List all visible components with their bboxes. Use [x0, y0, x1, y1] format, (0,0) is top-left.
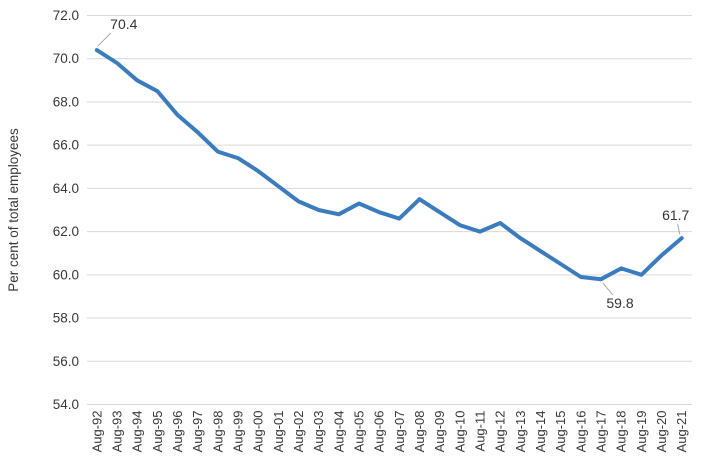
x-tick-label: Aug-09 — [432, 411, 447, 453]
x-tick-label: Aug-12 — [493, 411, 508, 453]
x-tick-label: Aug-04 — [331, 411, 346, 453]
y-tick-label: 66.0 — [53, 138, 79, 153]
annotation-leader-line — [602, 282, 614, 296]
x-tick-label: Aug-13 — [513, 411, 528, 453]
x-tick-label: Aug-20 — [654, 411, 669, 453]
x-tick-label: Aug-01 — [271, 411, 286, 453]
y-tick-label: 58.0 — [53, 311, 79, 326]
x-tick-label: Aug-16 — [573, 411, 588, 453]
data-series-line — [94, 48, 684, 282]
x-tick-label: Aug-06 — [372, 411, 387, 453]
y-tick-label: 56.0 — [53, 354, 79, 369]
x-tick-label: Aug-11 — [473, 411, 488, 452]
x-tick-label: Aug-21 — [674, 411, 689, 453]
annotation-leader-line — [97, 32, 112, 47]
x-tick-label: Aug-19 — [634, 411, 649, 453]
x-tick-label: Aug-93 — [109, 411, 124, 453]
x-tick-label: Aug-14 — [533, 411, 548, 453]
x-tick-label: Aug-15 — [553, 411, 568, 453]
y-axis-title: Per cent of total employees — [6, 128, 21, 292]
data-point-label: 61.7 — [662, 207, 689, 223]
y-tick-label: 70.0 — [53, 51, 79, 66]
data-point-label: 70.4 — [110, 16, 137, 32]
x-tick-label: Aug-97 — [190, 411, 205, 453]
x-tick-label: Aug-05 — [351, 411, 366, 453]
y-tick-label: 64.0 — [53, 181, 79, 196]
x-tick-label: Aug-95 — [150, 411, 165, 453]
x-tick-label: Aug-03 — [311, 411, 326, 453]
y-tick-label: 68.0 — [53, 94, 79, 109]
x-tick-label: Aug-96 — [170, 411, 185, 453]
y-tick-label: 60.0 — [53, 267, 79, 282]
x-tick-label: Aug-10 — [452, 411, 467, 453]
x-tick-label: Aug-17 — [594, 411, 609, 453]
y-tick-label: 72.0 — [53, 8, 79, 23]
x-tick-label: Aug-18 — [614, 411, 629, 453]
x-tick-label: Aug-07 — [392, 411, 407, 453]
x-tick-label: Aug-02 — [291, 411, 306, 453]
data-point-label: 59.8 — [606, 295, 633, 311]
x-tick-label: Aug-08 — [412, 411, 427, 453]
x-tick-label: Aug-92 — [89, 411, 104, 453]
x-tick-label: Aug-94 — [130, 411, 145, 453]
x-tick-label: Aug-98 — [210, 411, 225, 453]
y-tick-label: 54.0 — [53, 397, 79, 412]
annotation-leader-line — [677, 223, 681, 235]
x-tick-label: Aug-99 — [230, 411, 245, 453]
x-tick-label: Aug-00 — [251, 411, 266, 453]
y-tick-label: 62.0 — [53, 224, 79, 239]
